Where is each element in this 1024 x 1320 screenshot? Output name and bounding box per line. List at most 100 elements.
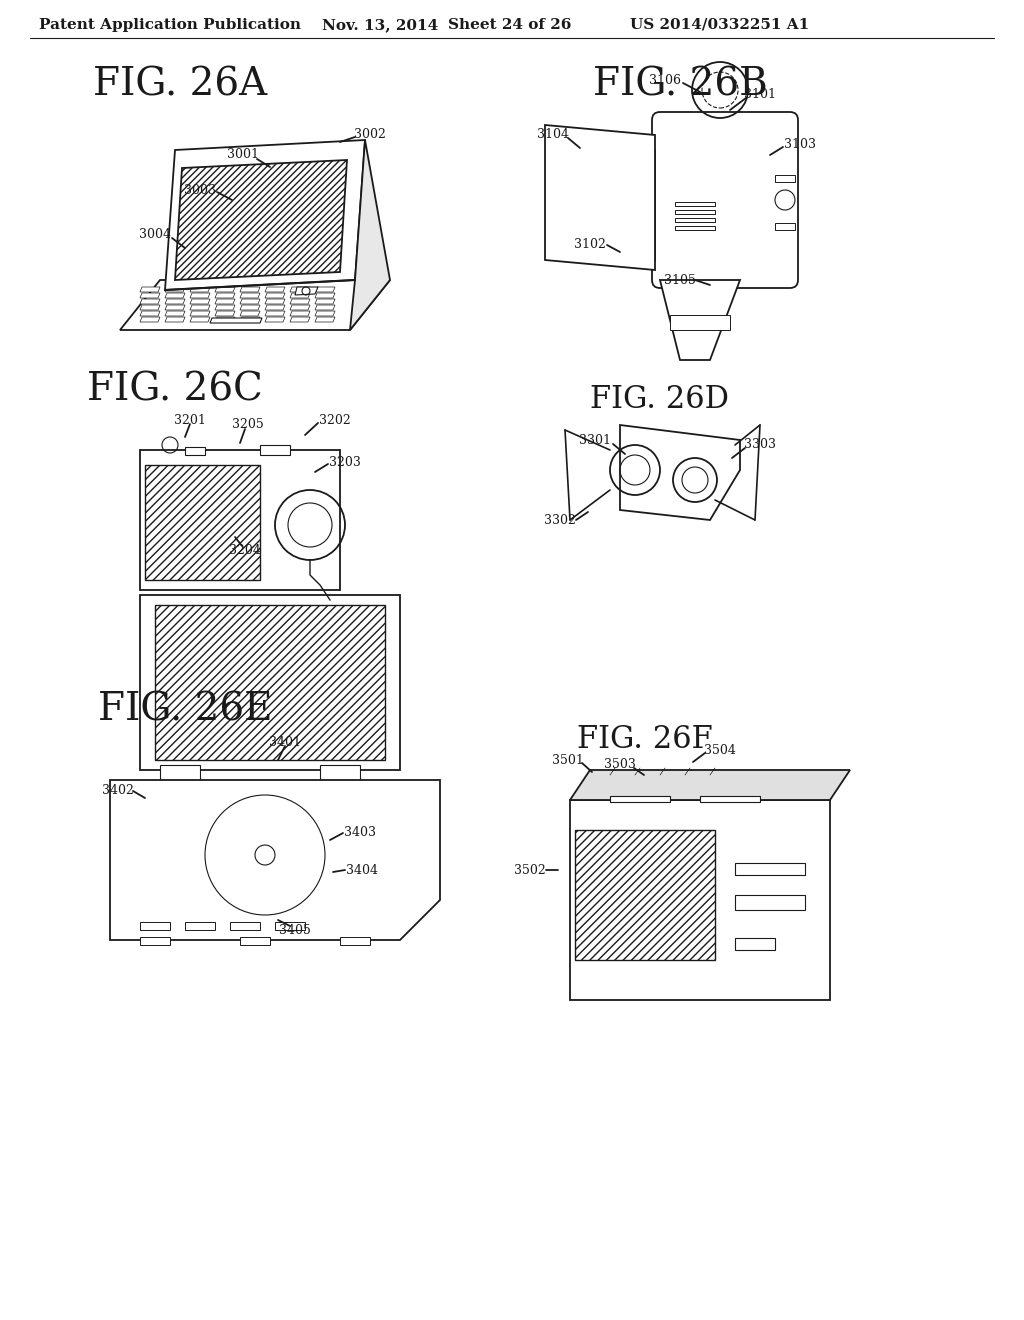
Text: 3405: 3405 xyxy=(280,924,311,936)
Text: 3504: 3504 xyxy=(705,743,736,756)
Polygon shape xyxy=(315,317,335,322)
Polygon shape xyxy=(165,140,365,290)
Text: Sheet 24 of 26: Sheet 24 of 26 xyxy=(449,18,571,32)
Polygon shape xyxy=(140,317,160,322)
Text: 3106: 3106 xyxy=(649,74,681,87)
Polygon shape xyxy=(215,312,234,315)
Polygon shape xyxy=(190,312,210,315)
Polygon shape xyxy=(265,300,285,304)
Bar xyxy=(275,921,305,931)
Text: 3103: 3103 xyxy=(784,139,816,152)
Bar xyxy=(675,202,715,206)
Polygon shape xyxy=(190,293,210,298)
Bar xyxy=(140,450,340,590)
Text: FIG. 26F: FIG. 26F xyxy=(578,725,713,755)
Text: 3205: 3205 xyxy=(232,418,264,432)
Polygon shape xyxy=(290,305,310,310)
Polygon shape xyxy=(545,125,655,271)
Bar xyxy=(700,796,760,803)
Polygon shape xyxy=(315,286,335,292)
Text: 3502: 3502 xyxy=(514,863,546,876)
Polygon shape xyxy=(210,318,262,323)
Polygon shape xyxy=(290,286,310,292)
Bar xyxy=(160,766,200,780)
Polygon shape xyxy=(315,293,335,298)
Bar xyxy=(185,447,205,455)
Polygon shape xyxy=(165,286,185,292)
Polygon shape xyxy=(215,286,234,292)
Text: 3203: 3203 xyxy=(329,455,360,469)
Bar xyxy=(675,210,715,214)
Polygon shape xyxy=(350,140,390,330)
Polygon shape xyxy=(165,312,185,315)
Text: 3003: 3003 xyxy=(184,183,216,197)
Polygon shape xyxy=(140,286,160,292)
Polygon shape xyxy=(140,300,160,304)
Polygon shape xyxy=(190,305,210,310)
Text: 3404: 3404 xyxy=(346,863,378,876)
Bar xyxy=(145,465,260,579)
Bar xyxy=(340,937,370,945)
Polygon shape xyxy=(265,293,285,298)
Bar xyxy=(140,937,170,945)
Polygon shape xyxy=(290,293,310,298)
Bar xyxy=(610,796,670,803)
Polygon shape xyxy=(570,770,850,800)
Text: FIG. 26C: FIG. 26C xyxy=(87,371,263,408)
Bar xyxy=(775,176,795,182)
Polygon shape xyxy=(560,140,655,260)
Polygon shape xyxy=(315,300,335,304)
Text: 3101: 3101 xyxy=(744,88,776,102)
Polygon shape xyxy=(140,293,160,298)
Bar xyxy=(670,315,730,330)
Polygon shape xyxy=(240,293,260,298)
Text: 3401: 3401 xyxy=(269,735,301,748)
Text: 3105: 3105 xyxy=(664,273,696,286)
Polygon shape xyxy=(265,312,285,315)
Polygon shape xyxy=(190,300,210,304)
Text: 3503: 3503 xyxy=(604,759,636,771)
Polygon shape xyxy=(315,305,335,310)
Polygon shape xyxy=(240,305,260,310)
Polygon shape xyxy=(215,293,234,298)
Polygon shape xyxy=(120,280,390,330)
Polygon shape xyxy=(240,286,260,292)
Polygon shape xyxy=(240,317,260,322)
Polygon shape xyxy=(295,286,318,294)
Polygon shape xyxy=(175,160,347,280)
Polygon shape xyxy=(265,286,285,292)
Text: 3201: 3201 xyxy=(174,413,206,426)
Text: 3301: 3301 xyxy=(579,433,611,446)
Text: 3204: 3204 xyxy=(229,544,261,557)
Text: 3403: 3403 xyxy=(344,825,376,838)
Text: 3501: 3501 xyxy=(552,754,584,767)
Polygon shape xyxy=(165,300,185,304)
Bar xyxy=(775,223,795,230)
Text: FIG. 26B: FIG. 26B xyxy=(593,66,767,103)
Polygon shape xyxy=(660,280,740,360)
Polygon shape xyxy=(165,317,185,322)
Bar xyxy=(675,226,715,230)
Polygon shape xyxy=(240,312,260,315)
Text: FIG. 26A: FIG. 26A xyxy=(93,66,267,103)
Polygon shape xyxy=(620,425,740,520)
Polygon shape xyxy=(190,317,210,322)
Text: FIG. 26E: FIG. 26E xyxy=(97,692,272,729)
Bar xyxy=(575,830,715,960)
Polygon shape xyxy=(215,317,234,322)
Polygon shape xyxy=(215,300,234,304)
Text: 3303: 3303 xyxy=(744,438,776,451)
Bar xyxy=(735,895,805,909)
Polygon shape xyxy=(290,312,310,315)
Text: Nov. 13, 2014: Nov. 13, 2014 xyxy=(322,18,438,32)
Bar xyxy=(675,218,715,222)
Polygon shape xyxy=(165,293,185,298)
Polygon shape xyxy=(290,317,310,322)
Bar xyxy=(260,445,290,455)
Bar xyxy=(230,921,260,931)
Polygon shape xyxy=(290,300,310,304)
Text: 3302: 3302 xyxy=(544,513,575,527)
Polygon shape xyxy=(215,305,234,310)
Bar xyxy=(155,605,385,760)
Text: Patent Application Publication: Patent Application Publication xyxy=(39,18,301,32)
